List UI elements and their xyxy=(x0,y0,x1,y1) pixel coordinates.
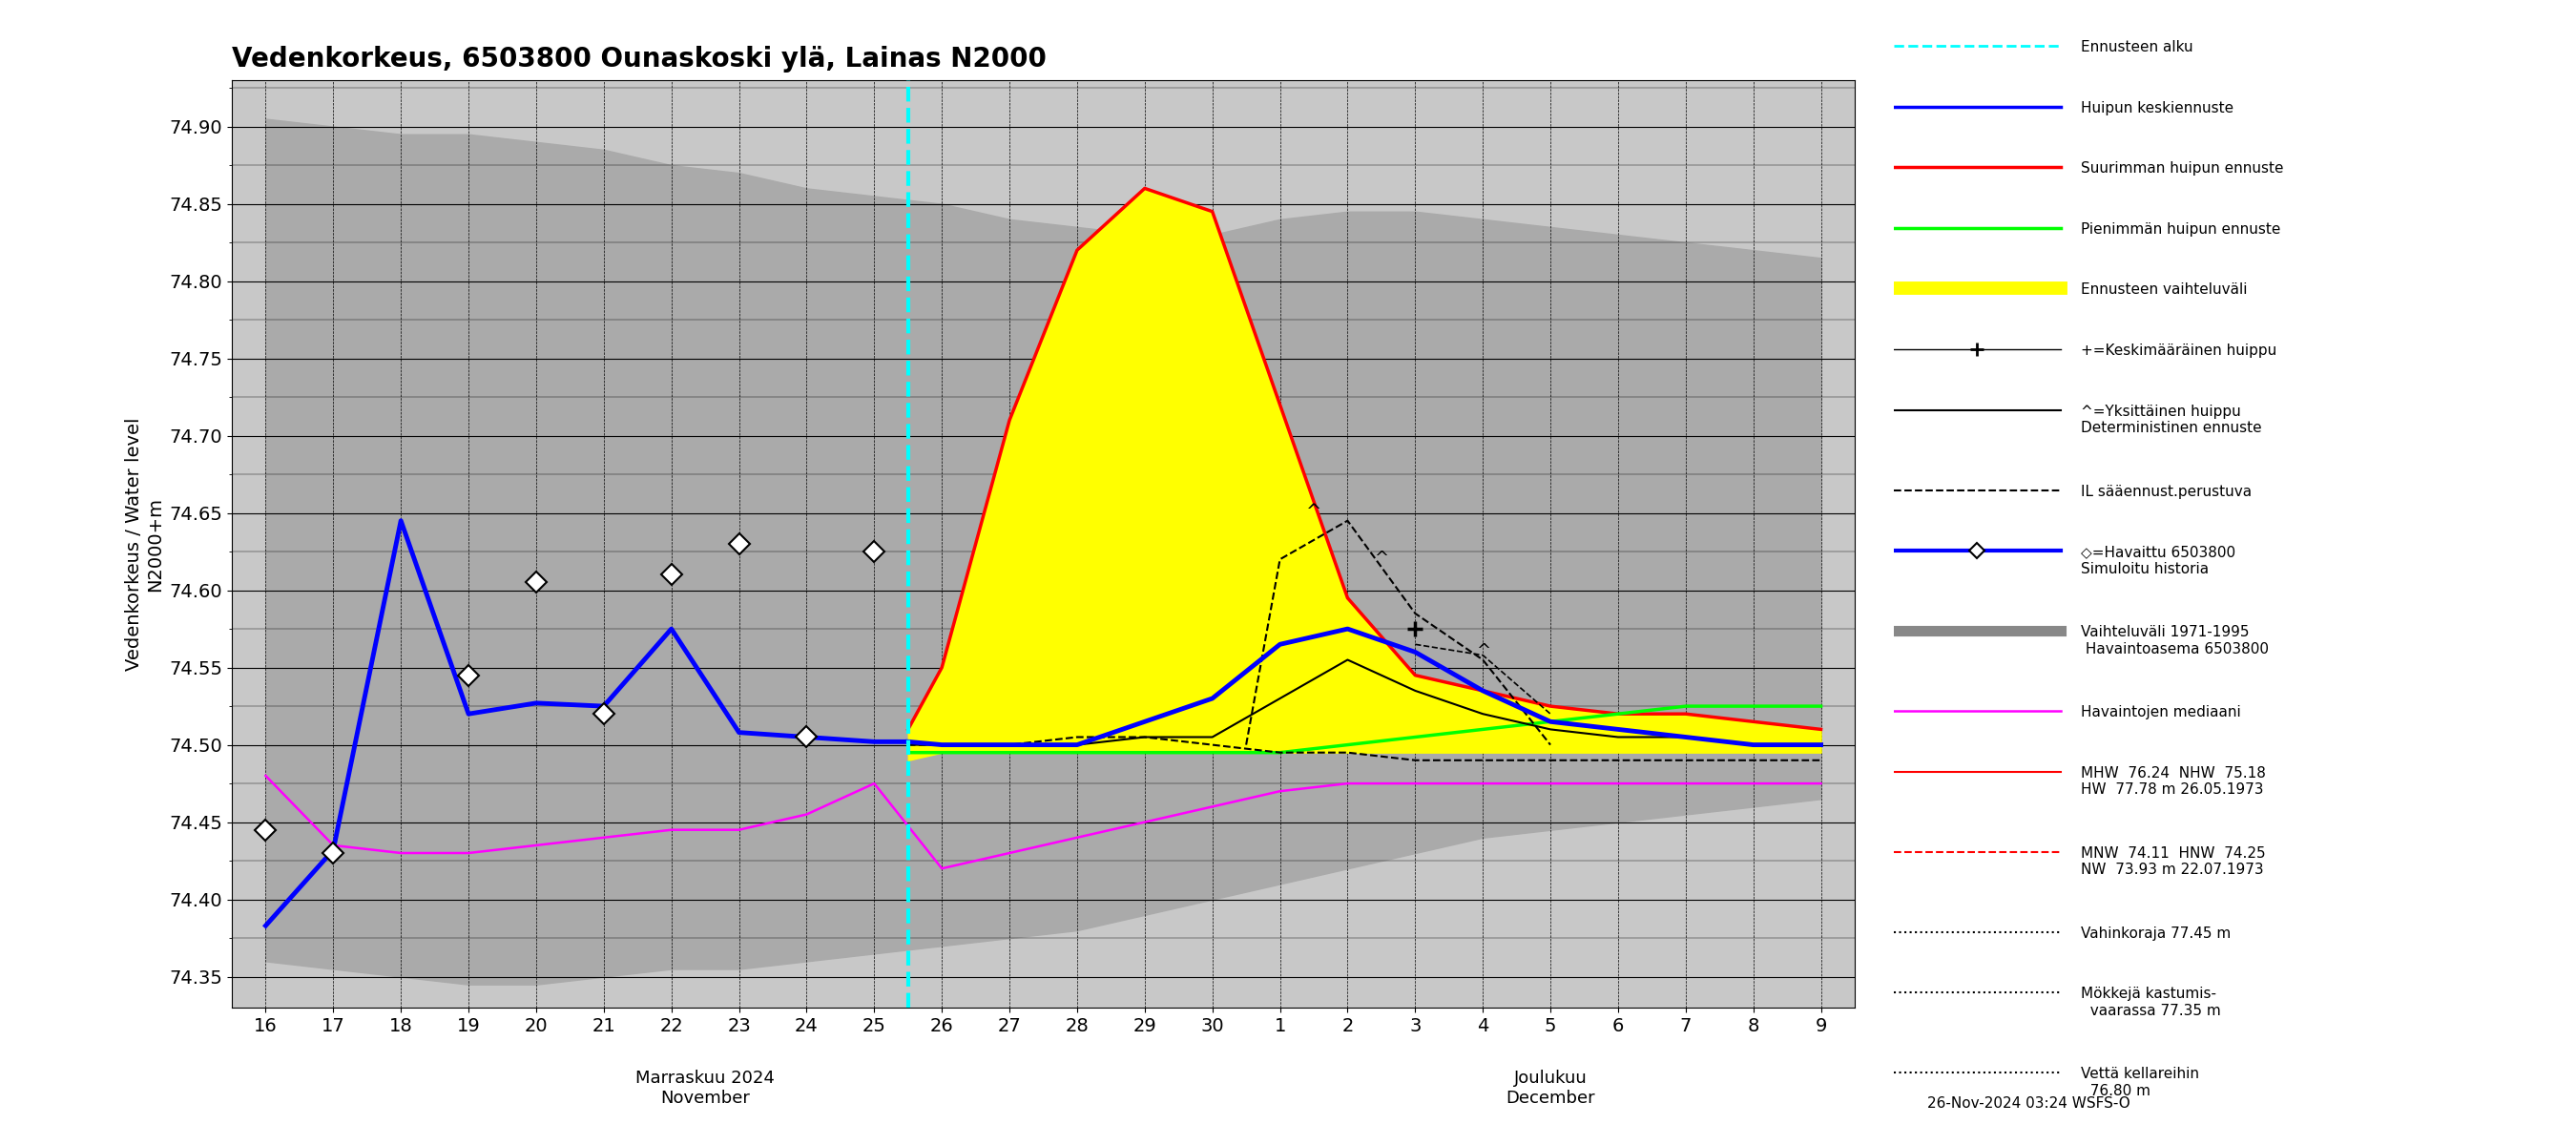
Text: ^=Yksittäinen huippu
Deterministinen ennuste: ^=Yksittäinen huippu Deterministinen enn… xyxy=(2081,404,2262,435)
Text: Pienimmän huipun ennuste: Pienimmän huipun ennuste xyxy=(2081,222,2280,237)
Text: ^: ^ xyxy=(1373,550,1388,567)
Text: Vaihteluväli 1971-1995
 Havaintoasema 6503800: Vaihteluväli 1971-1995 Havaintoasema 650… xyxy=(2081,625,2269,656)
Text: Suurimman huipun ennuste: Suurimman huipun ennuste xyxy=(2081,161,2285,175)
Text: Vedenkorkeus, 6503800 Ounaskoski ylä, Lainas N2000: Vedenkorkeus, 6503800 Ounaskoski ylä, La… xyxy=(232,46,1046,72)
Text: MHW  76.24  NHW  75.18
HW  77.78 m 26.05.1973: MHW 76.24 NHW 75.18 HW 77.78 m 26.05.197… xyxy=(2081,766,2267,797)
Text: +=Keskimääräinen huippu: +=Keskimääräinen huippu xyxy=(2081,344,2277,358)
Text: ◇=Havaittu 6503800
Simuloitu historia: ◇=Havaittu 6503800 Simuloitu historia xyxy=(2081,545,2236,576)
Text: Vettä kellareihin
  76.80 m: Vettä kellareihin 76.80 m xyxy=(2081,1067,2200,1098)
Text: ^: ^ xyxy=(1306,503,1321,521)
Y-axis label: Vedenkorkeus / Water level
N2000+m: Vedenkorkeus / Water level N2000+m xyxy=(124,417,165,671)
Text: Ennusteen alku: Ennusteen alku xyxy=(2081,40,2192,54)
Text: Huipun keskiennuste: Huipun keskiennuste xyxy=(2081,101,2233,116)
Text: Havaintojen mediaani: Havaintojen mediaani xyxy=(2081,705,2241,720)
Text: 26-Nov-2024 03:24 WSFS-O: 26-Nov-2024 03:24 WSFS-O xyxy=(1927,1097,2130,1111)
Text: IL sääennust.perustuva: IL sääennust.perustuva xyxy=(2081,484,2251,499)
Text: Ennusteen vaihteluväli: Ennusteen vaihteluväli xyxy=(2081,283,2246,298)
Text: ^: ^ xyxy=(1476,642,1489,660)
Text: Mökkejä kastumis-
  vaarassa 77.35 m: Mökkejä kastumis- vaarassa 77.35 m xyxy=(2081,987,2221,1018)
Text: MNW  74.11  HNW  74.25
NW  73.93 m 22.07.1973: MNW 74.11 HNW 74.25 NW 73.93 m 22.07.197… xyxy=(2081,846,2267,877)
Text: Marraskuu 2024
November: Marraskuu 2024 November xyxy=(636,1069,775,1106)
Text: Vahinkoraja 77.45 m: Vahinkoraja 77.45 m xyxy=(2081,926,2231,941)
Text: Joulukuu
December: Joulukuu December xyxy=(1507,1069,1595,1106)
